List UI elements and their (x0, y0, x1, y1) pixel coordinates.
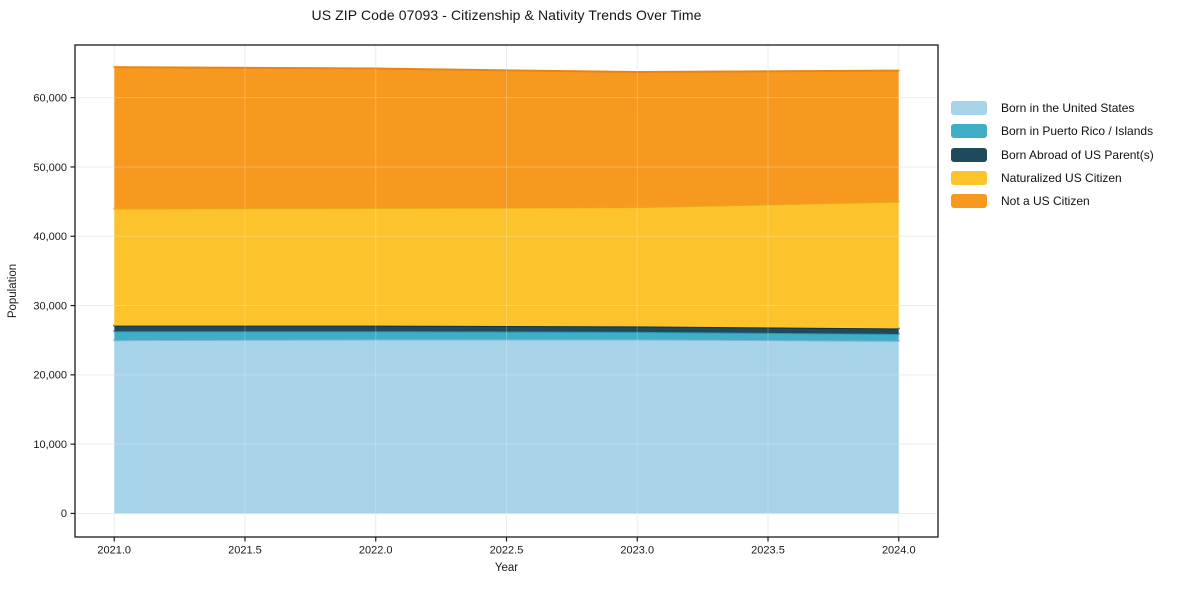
x-axis-label: Year (494, 562, 519, 574)
legend-swatch (951, 194, 987, 209)
legend-label: Not a US Citizen (1001, 194, 1090, 209)
area-edge-4 (113, 66, 900, 74)
y-tick-label: 50,000 (33, 162, 67, 174)
legend-label: Born in Puerto Rico / Islands (1001, 124, 1154, 139)
y-tick-label: 0 (61, 508, 67, 520)
legend-item: Born in Puerto Rico / Islands (951, 124, 1154, 139)
legend-label: Naturalized US Citizen (1001, 170, 1122, 185)
legend-swatch (951, 101, 987, 115)
x-tick-label: 2022.5 (490, 545, 524, 557)
legend-item: Born Abroad of US Parent(s) (951, 147, 1154, 162)
legend-item: Naturalized US Citizen (951, 170, 1154, 185)
x-tick-label: 2022.0 (359, 545, 393, 557)
y-tick-label: 10,000 (33, 439, 67, 451)
y-tick-label: 30,000 (33, 300, 67, 312)
area-series-0 (114, 339, 899, 514)
area-series-1 (114, 331, 899, 341)
x-tick-label: 2023.0 (620, 545, 654, 557)
y-tick-label: 40,000 (33, 231, 67, 243)
legend-label: Born Abroad of US Parent(s) (1001, 147, 1154, 162)
x-tick-label: 2021.5 (228, 545, 262, 557)
legend: Born in the United States Born in Puerto … (951, 101, 1154, 217)
legend-item: Not a US Citizen (951, 194, 1154, 209)
x-tick-label: 2024.0 (882, 545, 916, 557)
legend-label: Born in the United States (1001, 101, 1135, 115)
chart-title: US ZIP Code 07093 - Citizenship & Nativi… (311, 7, 702, 23)
y-axis-label: Population (7, 263, 19, 319)
y-tick-label: 60,000 (33, 92, 67, 104)
legend-swatch (951, 170, 987, 185)
legend-item: Born in the United States (951, 101, 1154, 115)
y-tick-label: 20,000 (33, 370, 67, 382)
legend-swatch (951, 124, 987, 139)
legend-swatch (951, 147, 987, 162)
area-series-4 (114, 67, 899, 209)
x-tick-label: 2021.0 (97, 545, 131, 557)
area-series-3 (114, 201, 899, 329)
x-tick-label: 2023.5 (751, 545, 785, 557)
